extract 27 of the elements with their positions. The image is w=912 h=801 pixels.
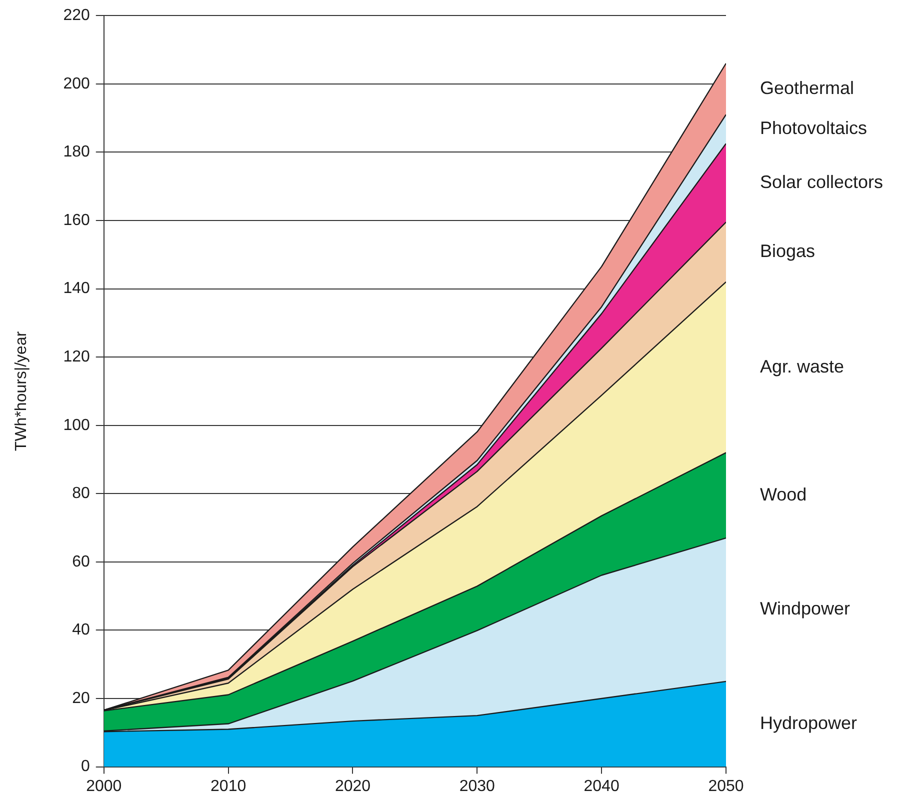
x-tick-label: 2030 [459, 778, 496, 795]
y-axis-title: TWh*hours|/year [13, 330, 30, 452]
series-label: Windpower [760, 598, 850, 619]
y-tick-label: 160 [63, 212, 90, 229]
y-tick-label: 100 [63, 416, 90, 434]
series-label: Geothermal [760, 78, 854, 98]
y-tick-label: 20 [72, 690, 90, 707]
series-label: Agr. waste [760, 356, 844, 376]
x-tick-label: 2050 [708, 778, 744, 795]
x-tick-label: 2040 [584, 778, 620, 795]
y-tick-label: 200 [63, 75, 90, 92]
x-tick-label: 2010 [210, 778, 246, 795]
y-tick-label: 180 [63, 144, 90, 161]
y-tick-label: 60 [72, 553, 90, 570]
series-label: Photovoltaics [760, 118, 868, 138]
y-tick-label: 220 [63, 7, 90, 24]
series-label: Hydropower [760, 713, 858, 734]
x-tick-label: 2000 [86, 778, 122, 795]
y-tick-label: 80 [72, 485, 90, 502]
series-label: Solar collectors [760, 172, 884, 192]
series-label: Biogas [760, 241, 816, 262]
y-tick-label: 140 [63, 280, 90, 298]
y-tick-label: 0 [80, 758, 90, 776]
series-label: Wood [760, 484, 807, 504]
y-tick-label: 40 [72, 622, 90, 639]
x-tick-label: 2020 [334, 778, 371, 795]
y-tick-label: 120 [63, 348, 90, 366]
